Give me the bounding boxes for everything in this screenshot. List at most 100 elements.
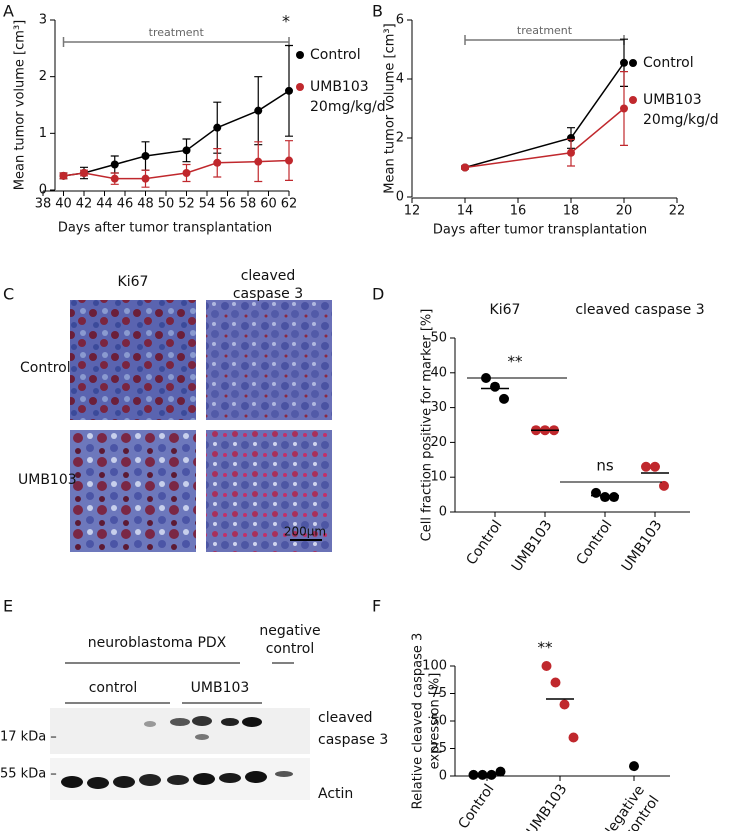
data-point (182, 146, 191, 155)
column-label: cleaved (241, 268, 296, 284)
y-tick-label: 2 (39, 69, 47, 84)
y-tick-label: 10 (430, 470, 447, 485)
legend-label: Control (310, 47, 361, 63)
panel-label: D (372, 285, 384, 304)
band (139, 774, 161, 786)
x-tick-label: 56 (219, 197, 236, 212)
subgroup-label: control (89, 680, 138, 696)
significance: ns (596, 457, 614, 475)
x-tick-label: 52 (178, 197, 195, 212)
y-tick-label: 40 (430, 365, 447, 380)
y-tick-label: 75 (430, 686, 447, 701)
y-tick-label: 100 (422, 659, 447, 674)
y-tick-label: 3 (39, 13, 47, 28)
y-tick-label: 50 (430, 714, 447, 729)
series-line (63, 90, 290, 177)
row-label: Control (20, 360, 71, 376)
band (245, 771, 267, 783)
data-point (609, 492, 619, 503)
x-tick-label: 18 (563, 204, 580, 219)
x-tick-label: Control (573, 517, 615, 568)
x-tick-label: UMB103 (509, 517, 556, 574)
data-point (213, 123, 222, 132)
blot-image (50, 708, 310, 754)
data-point (110, 160, 119, 169)
data-point (285, 156, 293, 165)
marker-label: 17 kDa – (0, 730, 57, 745)
group-label: cleaved caspase 3 (575, 302, 704, 318)
data-point (461, 163, 469, 172)
panel-label: F (372, 597, 381, 616)
band (275, 771, 293, 777)
y-axis-label: Cell fraction positive for marker [%] (420, 309, 435, 542)
scale-label: 200μm (284, 525, 326, 539)
data-point (254, 106, 263, 115)
significance: ** (508, 353, 524, 371)
data-point (110, 174, 119, 183)
legend-label: UMB103 20mg/kg/d (643, 92, 719, 128)
data-point (285, 86, 293, 95)
x-tick-label: 62 (281, 197, 298, 212)
y-tick-label: 2 (396, 131, 404, 146)
legend-marker (629, 59, 637, 67)
series-line (63, 159, 290, 180)
series-line (464, 107, 625, 169)
y-axis-label: Mean tumor volume [cm³] (383, 23, 398, 193)
panel-label: A (3, 2, 14, 21)
x-tick-label: 20 (616, 204, 633, 219)
band (87, 777, 109, 789)
panel-label: B (372, 2, 383, 21)
data-point (568, 732, 579, 743)
data-point (650, 461, 660, 472)
x-tick-label: 38 (35, 197, 52, 212)
data-point (600, 492, 610, 503)
x-tick-label: 40 (55, 197, 72, 212)
x-tick-label: 60 (260, 197, 277, 212)
legend-marker (296, 83, 304, 91)
data-point (182, 169, 191, 177)
band (221, 718, 239, 726)
x-tick-label: 42 (76, 197, 93, 212)
legend-label: Control (643, 55, 694, 71)
legend-marker (296, 51, 304, 59)
histology-image (206, 300, 332, 420)
x-tick-label: 58 (240, 197, 257, 212)
data-point (141, 174, 150, 183)
data-point (490, 381, 500, 392)
data-point (641, 461, 651, 472)
histology-image (70, 300, 196, 420)
y-tick-label: 0 (39, 183, 47, 198)
x-tick-label: 50 (158, 197, 175, 212)
data-point (541, 661, 552, 671)
data-point (499, 393, 509, 404)
y-tick-label: 0 (396, 190, 404, 205)
y-axis-label: expression [%] (428, 673, 443, 770)
data-point (254, 157, 263, 166)
x-tick-label: Control (455, 781, 497, 831)
treatment-label: treatment (149, 26, 205, 39)
significance: ** (538, 639, 554, 657)
data-point (213, 158, 222, 167)
band-label: caspase 3 (318, 732, 388, 748)
data-point (141, 152, 150, 160)
band (195, 734, 209, 740)
data-point (629, 761, 639, 772)
x-tick-label: 46 (117, 197, 134, 212)
marker-label: 55 kDa – (0, 767, 57, 782)
series-line (464, 62, 625, 169)
panel-label: C (3, 285, 14, 304)
x-tick-label: 54 (199, 197, 216, 212)
band (219, 773, 241, 783)
x-tick-label: Control (463, 517, 505, 568)
group-label: neuroblastoma PDX (88, 635, 227, 651)
x-axis-label: Days after tumor transplantation (433, 223, 647, 238)
column-label: caspase 3 (233, 286, 303, 302)
data-point (659, 480, 669, 491)
y-tick-label: 0 (439, 505, 447, 520)
x-tick-label: 14 (457, 204, 474, 219)
y-axis-label: Relative cleaved caspase 3 (411, 633, 426, 810)
column-label: Ki67 (118, 274, 149, 290)
band (61, 776, 83, 788)
band (242, 717, 262, 727)
